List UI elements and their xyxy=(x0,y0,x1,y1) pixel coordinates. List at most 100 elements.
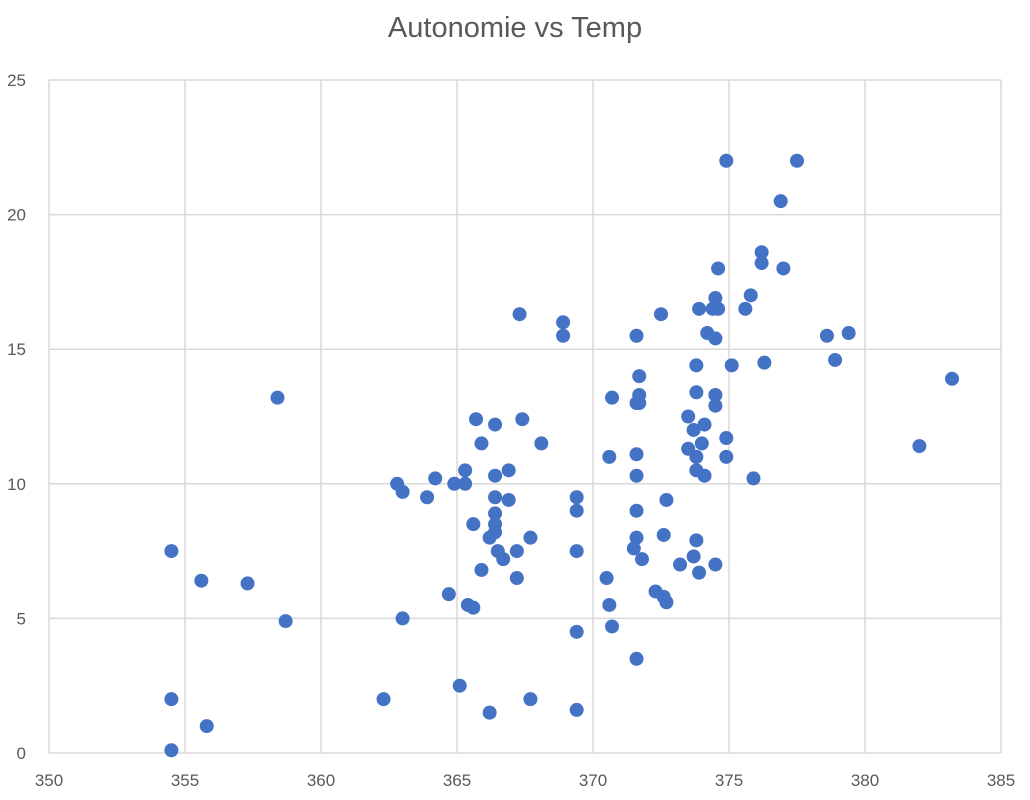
data-point xyxy=(420,490,435,505)
x-tick-label: 380 xyxy=(851,771,879,790)
data-point xyxy=(488,490,503,505)
data-point xyxy=(692,301,707,316)
data-point xyxy=(569,490,584,505)
data-point xyxy=(711,261,726,276)
data-point xyxy=(428,471,443,486)
data-point xyxy=(556,328,571,343)
data-point xyxy=(458,463,473,478)
data-point xyxy=(659,492,674,507)
x-tick-label: 350 xyxy=(35,771,63,790)
data-point xyxy=(841,326,856,341)
data-point xyxy=(819,328,834,343)
data-point xyxy=(395,484,410,499)
data-points xyxy=(164,153,960,758)
data-point xyxy=(534,436,549,451)
data-point xyxy=(654,307,668,322)
data-point xyxy=(719,431,734,446)
data-point xyxy=(569,544,584,559)
data-point xyxy=(496,552,511,567)
data-point xyxy=(697,417,712,432)
data-point xyxy=(488,525,503,540)
data-point xyxy=(452,678,467,693)
data-point xyxy=(629,530,644,545)
data-point xyxy=(515,412,530,427)
data-point xyxy=(501,492,516,507)
data-point xyxy=(692,565,707,580)
data-point xyxy=(569,702,584,717)
gridlines xyxy=(48,79,1002,754)
data-point xyxy=(697,468,712,483)
data-point xyxy=(376,692,391,707)
data-point xyxy=(523,692,538,707)
data-point xyxy=(673,557,688,572)
data-point xyxy=(656,527,671,542)
data-point xyxy=(632,387,647,402)
data-point xyxy=(488,468,503,483)
data-point xyxy=(447,476,462,491)
data-point xyxy=(757,355,772,370)
data-point xyxy=(711,301,726,316)
data-point xyxy=(569,624,584,639)
data-point xyxy=(474,562,489,577)
x-tick-label: 365 xyxy=(443,771,471,790)
x-tick-label: 375 xyxy=(715,771,743,790)
x-tick-label: 360 xyxy=(307,771,335,790)
data-point xyxy=(164,692,179,707)
data-point xyxy=(501,463,516,478)
data-point xyxy=(686,422,701,437)
data-point xyxy=(629,447,644,462)
data-point xyxy=(569,503,584,518)
data-point xyxy=(746,471,761,486)
data-point xyxy=(689,449,704,464)
data-point xyxy=(605,390,620,405)
data-point xyxy=(659,595,674,610)
data-point xyxy=(270,390,285,405)
data-point xyxy=(708,398,723,413)
data-point xyxy=(488,417,503,432)
data-point xyxy=(681,409,696,424)
data-point xyxy=(738,301,753,316)
data-point xyxy=(509,544,524,559)
data-point xyxy=(629,468,644,483)
data-point xyxy=(689,533,704,548)
data-point xyxy=(194,573,209,588)
chart-title: Autonomie vs Temp xyxy=(387,12,643,44)
data-point xyxy=(278,614,293,629)
data-point xyxy=(708,557,723,572)
data-point xyxy=(599,571,614,586)
x-tick-label: 385 xyxy=(987,771,1015,790)
data-point xyxy=(689,385,704,400)
data-point xyxy=(754,245,769,260)
y-tick-label: 20 xyxy=(7,206,26,225)
data-point xyxy=(556,315,571,330)
data-point xyxy=(199,719,214,734)
data-point xyxy=(719,449,734,464)
data-point xyxy=(776,261,791,276)
y-tick-label: 25 xyxy=(7,71,26,90)
data-point xyxy=(466,517,481,532)
data-point xyxy=(708,387,723,402)
data-point xyxy=(754,256,769,271)
data-point xyxy=(602,449,617,464)
data-point xyxy=(474,436,489,451)
data-point xyxy=(790,153,804,168)
data-point xyxy=(469,412,484,427)
data-point xyxy=(164,743,179,758)
data-point xyxy=(724,358,739,373)
data-point xyxy=(694,436,709,451)
data-point xyxy=(708,291,723,306)
y-axis-tick-labels: 0 5 10 15 20 25 xyxy=(7,71,26,763)
data-point xyxy=(466,600,481,615)
data-point xyxy=(482,705,497,720)
data-point xyxy=(523,530,538,545)
data-point xyxy=(708,331,723,346)
y-tick-label: 10 xyxy=(7,475,26,494)
data-point xyxy=(719,153,734,168)
data-point xyxy=(629,651,644,666)
data-point xyxy=(828,352,843,367)
data-point xyxy=(441,587,456,602)
y-tick-label: 0 xyxy=(17,744,26,763)
data-point xyxy=(164,544,179,559)
data-point xyxy=(743,288,758,303)
data-point xyxy=(686,549,701,564)
